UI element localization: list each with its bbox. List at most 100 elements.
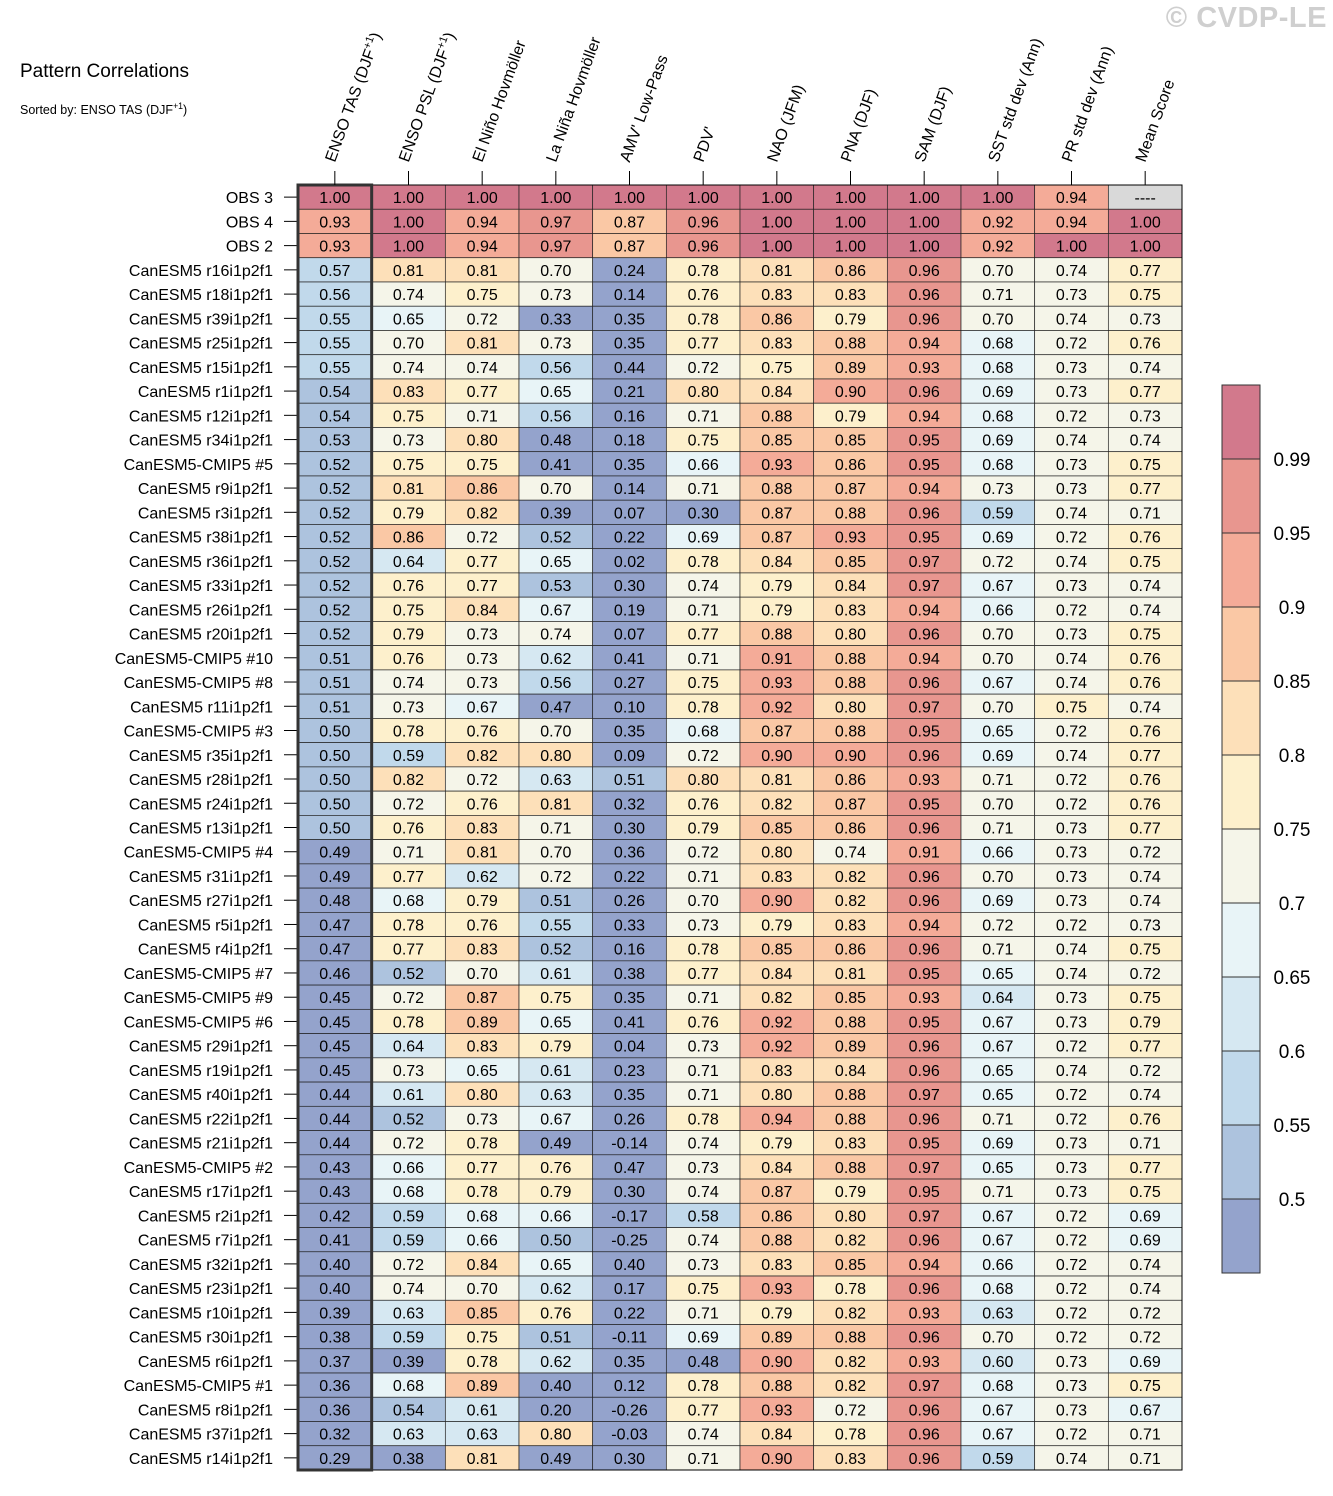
cell-value-label: 0.41 — [614, 651, 645, 668]
cell-value-label: 0.33 — [540, 311, 571, 328]
cell-value-label: 0.84 — [761, 1160, 792, 1177]
cell-value-label: 0.02 — [614, 554, 645, 571]
heatmap-cell — [371, 1251, 446, 1277]
heatmap-cell — [297, 499, 373, 525]
heatmap-cell — [1107, 184, 1183, 210]
cell-value-label: 0.45 — [319, 1063, 350, 1080]
heatmap-cell — [444, 1130, 520, 1156]
heatmap-cell — [1034, 645, 1109, 671]
cell-value-label: 0.94 — [909, 1257, 940, 1274]
cell-value-label: 0.65 — [982, 1087, 1013, 1104]
cell-value-label: 0.83 — [761, 869, 792, 886]
heatmap-cell — [886, 378, 962, 404]
heatmap-cell — [813, 766, 888, 792]
colorbar-tick-label: 0.55 — [1274, 1116, 1311, 1137]
heatmap-cell — [1034, 1421, 1109, 1447]
colorbar-segment — [1222, 903, 1260, 977]
heatmap-cell — [1034, 451, 1109, 477]
cell-value-label: 0.75 — [1130, 990, 1161, 1007]
cell-value-label: 0.77 — [1130, 384, 1161, 401]
cell-value-label: 0.70 — [540, 481, 571, 498]
heatmap-cell — [665, 596, 741, 622]
cell-value-label: 0.30 — [688, 505, 719, 522]
cell-value-label: 1.00 — [393, 239, 424, 256]
cell-value-label: 0.65 — [540, 1257, 571, 1274]
heatmap-cell — [739, 621, 815, 647]
cell-value-label: 0.45 — [319, 1014, 350, 1031]
cell-value-label: 0.37 — [319, 1354, 350, 1371]
heatmap-cell — [665, 1130, 741, 1156]
heatmap-cell — [813, 1227, 888, 1253]
heatmap-cell — [1034, 863, 1109, 889]
heatmap-cell — [1107, 233, 1183, 259]
heatmap-cell — [518, 378, 594, 404]
cell-value-label: 0.72 — [1056, 408, 1087, 425]
cell-value-label: 0.78 — [467, 1354, 498, 1371]
cell-value-label: 0.67 — [467, 699, 498, 716]
cell-value-label: 0.65 — [393, 311, 424, 328]
cell-value-label: 0.35 — [614, 990, 645, 1007]
heatmap-cell — [518, 1008, 594, 1034]
cell-value-label: 0.52 — [319, 554, 350, 571]
heatmap-cell — [444, 596, 520, 622]
heatmap-cell — [1107, 936, 1183, 962]
cell-value-label: 0.97 — [909, 554, 940, 571]
heatmap-cell — [592, 1348, 667, 1374]
cell-value-label: 0.96 — [688, 239, 719, 256]
colorbar-segment — [1222, 681, 1260, 755]
cell-value-label: 0.72 — [1056, 1427, 1087, 1444]
cell-value-label: 0.51 — [319, 651, 350, 668]
heatmap-cell — [444, 1445, 520, 1471]
cell-value-label: 0.44 — [319, 1111, 350, 1128]
heatmap-cell — [1107, 499, 1183, 525]
heatmap-cell — [886, 1421, 962, 1447]
cell-value-label: 0.65 — [982, 1160, 1013, 1177]
cell-value-label: 0.87 — [614, 239, 645, 256]
heatmap-cell — [1034, 208, 1109, 234]
cell-value-label: 1.00 — [909, 214, 940, 231]
cell-value-label: 0.48 — [319, 893, 350, 910]
row-label: CanESM5 r9i1p2f1 — [138, 481, 273, 498]
cell-value-label: 0.87 — [835, 796, 866, 813]
heatmap-cell — [960, 1421, 1036, 1447]
cell-value-label: 0.52 — [319, 481, 350, 498]
cell-value-label: 0.69 — [1130, 1354, 1161, 1371]
cell-value-label: 0.96 — [909, 1402, 940, 1419]
row-label: CanESM5 r2i1p2f1 — [138, 1208, 273, 1225]
heatmap-cell — [444, 208, 520, 234]
row-label: CanESM5 r23i1p2f1 — [129, 1281, 273, 1298]
heatmap-cell — [960, 451, 1036, 477]
cell-value-label: 1.00 — [835, 214, 866, 231]
cell-value-label: 0.88 — [835, 1330, 866, 1347]
column-label: PR std dev (Ann) — [1059, 44, 1117, 164]
cell-value-label: 0.82 — [835, 893, 866, 910]
cell-value-label: 0.97 — [909, 1208, 940, 1225]
cell-value-label: 0.86 — [835, 942, 866, 959]
heatmap-cell — [960, 1348, 1036, 1374]
heatmap-cell — [739, 354, 815, 380]
cell-value-label: 0.38 — [393, 1451, 424, 1468]
heatmap-cell — [813, 839, 888, 865]
cell-value-label: 0.88 — [835, 1160, 866, 1177]
cell-value-label: 0.41 — [540, 457, 571, 474]
heatmap-cell — [592, 305, 667, 331]
cell-value-label: 0.76 — [688, 796, 719, 813]
colorbar-segment — [1222, 977, 1260, 1051]
cell-value-label: 0.70 — [982, 1330, 1013, 1347]
heatmap-cell — [960, 718, 1036, 743]
cell-value-label: 0.72 — [1056, 1111, 1087, 1128]
heatmap-cell — [739, 839, 815, 865]
heatmap-cell — [813, 1008, 888, 1034]
cell-value-label: 0.73 — [1056, 869, 1087, 886]
heatmap-cell — [518, 621, 594, 647]
heatmap-cell — [297, 305, 373, 331]
cell-value-label: 0.79 — [540, 1039, 571, 1056]
cell-value-label: 0.55 — [319, 336, 350, 353]
cell-value-label: 0.66 — [393, 1160, 424, 1177]
heatmap-cell — [592, 1008, 667, 1034]
cell-value-label: 0.79 — [835, 408, 866, 425]
cell-value-label: 0.72 — [1056, 796, 1087, 813]
cell-value-label: 0.16 — [614, 942, 645, 959]
cell-value-label: 0.22 — [614, 1305, 645, 1322]
cell-value-label: 0.70 — [982, 869, 1013, 886]
